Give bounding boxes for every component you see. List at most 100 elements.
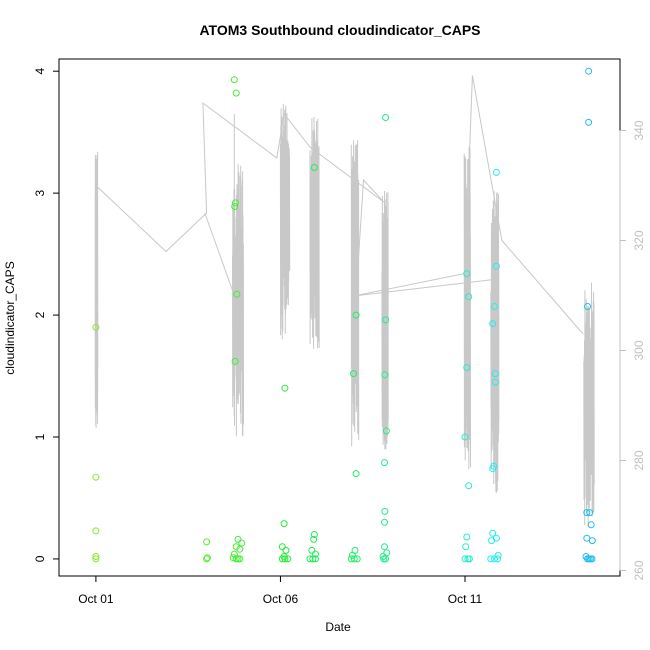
data-point: [230, 550, 238, 558]
x-axis-label: Date: [325, 620, 351, 634]
data-point: [383, 549, 391, 557]
y-right-tick-label: 320: [632, 230, 646, 250]
data-point: [308, 546, 316, 554]
scatter-points: [92, 67, 596, 563]
data-point: [231, 357, 239, 365]
data-point: [382, 114, 390, 121]
series-burst: [232, 164, 244, 437]
data-point: [463, 533, 471, 541]
y-axis-label: cloudindicator_CAPS: [3, 261, 17, 374]
data-point: [310, 531, 318, 538]
data-point: [92, 473, 100, 481]
data-point: [489, 320, 497, 328]
data-point: [382, 316, 390, 324]
y-tick-label: 1: [33, 433, 47, 440]
data-point: [92, 555, 100, 563]
data-point: [494, 551, 502, 559]
x-axis: Oct 01 Oct 06 Oct 11: [78, 575, 483, 606]
y-right-tick-label: 340: [632, 120, 646, 140]
data-point: [491, 378, 499, 386]
series-burst: [583, 282, 595, 527]
data-point: [583, 509, 591, 517]
data-point: [312, 555, 319, 563]
y-right-tick-label: 280: [632, 450, 646, 470]
series-burst: [309, 116, 320, 349]
data-point: [588, 555, 596, 563]
data-point: [282, 546, 290, 554]
data-point: [465, 482, 473, 490]
data-point: [236, 545, 244, 553]
data-point: [491, 370, 499, 378]
series-burst: [279, 103, 291, 340]
data-point: [382, 555, 390, 563]
data-point: [463, 364, 471, 371]
data-point: [203, 555, 211, 563]
data-point: [585, 118, 593, 126]
data-point: [492, 168, 500, 176]
series-burst: [350, 140, 360, 447]
data-point: [231, 199, 239, 207]
data-point: [352, 311, 360, 319]
data-point: [233, 290, 241, 298]
data-point: [462, 543, 470, 551]
y-tick-label: 3: [33, 189, 47, 196]
data-point: [230, 76, 238, 84]
data-point: [487, 555, 495, 563]
data-point: [348, 551, 356, 559]
data-point: [309, 555, 317, 563]
data-point: [92, 527, 100, 535]
data-point: [203, 538, 211, 546]
plot-frame: [58, 58, 621, 577]
x-tick-label: Oct 01: [78, 592, 114, 606]
x-tick-label: Oct 11: [448, 592, 483, 606]
series-burst: [490, 191, 500, 493]
data-point: [492, 262, 500, 270]
data-point: [494, 555, 501, 563]
data-point: [310, 164, 318, 171]
series-burst: [94, 151, 99, 429]
data-point: [381, 543, 388, 551]
data-point: [584, 303, 591, 310]
series-line-segment: [357, 278, 499, 296]
data-point: [488, 537, 496, 545]
data-point: [586, 509, 594, 517]
data-point: [382, 427, 390, 435]
data-point: [347, 555, 355, 563]
data-point: [284, 555, 292, 563]
data-point: [381, 518, 388, 526]
data-point: [465, 555, 473, 563]
data-point: [350, 370, 357, 378]
y-tick-label: 4: [33, 68, 47, 75]
chart-title: ATOM3 Southbound cloudindicator_CAPS: [199, 22, 480, 38]
data-point: [491, 303, 498, 310]
data-point: [92, 323, 100, 331]
data-point: [278, 543, 286, 551]
data-point: [461, 433, 469, 441]
data-point: [489, 529, 497, 537]
data-point: [381, 371, 389, 379]
data-point: [310, 535, 318, 543]
series-burst: [381, 190, 389, 450]
x-tick-label: Oct 06: [263, 592, 299, 606]
data-point: [281, 384, 289, 392]
y-axis-right: 260 280 300 320 340: [619, 120, 646, 581]
data-point: [461, 555, 469, 563]
data-point: [280, 520, 288, 528]
data-point: [491, 555, 498, 563]
data-point: [231, 203, 239, 210]
data-point: [232, 89, 240, 97]
data-point: [587, 521, 595, 529]
y-tick-label: 0: [33, 555, 47, 562]
data-point: [465, 293, 473, 301]
data-point: [585, 67, 593, 75]
data-point: [588, 537, 596, 545]
data-point: [381, 507, 389, 515]
y-right-tick-label: 300: [632, 340, 646, 360]
data-point: [463, 270, 471, 278]
data-point: [281, 555, 289, 563]
y-tick-label: 2: [33, 311, 47, 318]
y-right-tick-label: 260: [632, 560, 646, 580]
right-axis-series: [94, 75, 595, 527]
data-point: [352, 470, 360, 478]
